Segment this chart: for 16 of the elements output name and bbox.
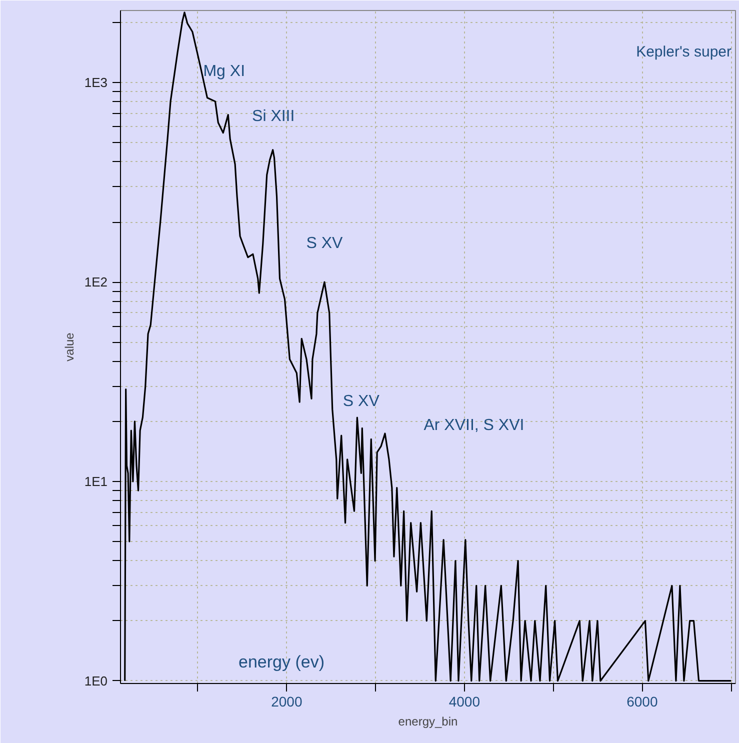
y-tick-label: 1E2 (84, 274, 108, 290)
annotation: Ar XVII, S XVI (424, 417, 524, 434)
annotation: S XV (306, 235, 344, 252)
annotation: S XV (342, 393, 380, 410)
y-tick-label: 1E1 (84, 474, 108, 489)
y-tick-label: 1E3 (84, 75, 108, 90)
y-tick-label: 1E0 (84, 673, 108, 688)
x-tick-label: 6000 (626, 694, 658, 710)
y-axis-title: value (62, 332, 76, 362)
x-axis-title: energy_bin (398, 714, 458, 728)
annotation: Si XIII (252, 108, 295, 125)
annotation: energy (ev) (238, 652, 324, 672)
x-tick-label: 4000 (448, 694, 480, 710)
x-tick-label: 2000 (271, 694, 302, 710)
text: Kepler's super (636, 44, 732, 60)
annotation: Mg XI (203, 62, 246, 80)
